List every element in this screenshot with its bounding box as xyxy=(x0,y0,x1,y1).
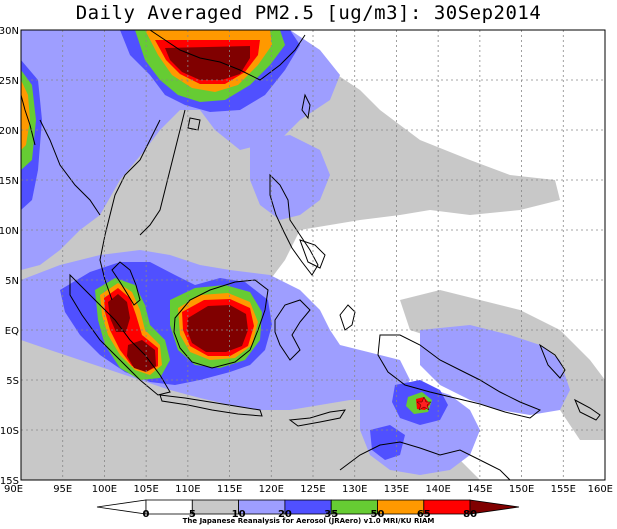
coastlines xyxy=(21,30,601,480)
coast-philippines-south xyxy=(299,239,326,269)
coast-bismarck xyxy=(538,343,566,379)
lon-label: 115E xyxy=(217,484,242,495)
lat-label: 15N xyxy=(0,176,19,187)
lon-label: 105E xyxy=(133,484,158,495)
coast-taiwan xyxy=(301,93,311,120)
lat-label: 5N xyxy=(5,276,19,287)
lat-label: 25N xyxy=(0,76,19,87)
coast-solomon xyxy=(574,398,601,421)
colorbar-label: 10 xyxy=(232,509,246,520)
coast-java xyxy=(159,394,263,417)
colorbar-label: 80 xyxy=(463,509,477,520)
red-star-icon xyxy=(416,396,432,411)
lon-label: 120E xyxy=(259,484,284,495)
coast-halmahera xyxy=(339,304,356,331)
pm25-darkred-china xyxy=(165,46,250,80)
colorbar-cell xyxy=(145,499,193,515)
lon-label: 145E xyxy=(467,484,492,495)
coast-china xyxy=(149,30,306,81)
credit-text: The Japanese Reanalysis for Aerosol (JRA… xyxy=(182,517,435,525)
lat-label: 10N xyxy=(0,226,19,237)
lat-label: 20N xyxy=(0,126,19,137)
coast-sumatra xyxy=(69,273,171,396)
coast-burma xyxy=(39,119,101,216)
colorbar-label: 50 xyxy=(371,509,385,520)
colorbar: 0 5 10 20 35 50 65 80 xyxy=(96,499,520,520)
coast-malaysia xyxy=(111,261,141,306)
lon-label: 100E xyxy=(92,484,117,495)
lon-label: 150E xyxy=(509,484,534,495)
pm25-orange-nw xyxy=(21,80,30,150)
colorbar-label: 5 xyxy=(189,509,196,520)
lon-label: 125E xyxy=(300,484,325,495)
pm25-darkred-borneo xyxy=(187,305,248,352)
lon-label: 110E xyxy=(175,484,200,495)
lon-label: 130E xyxy=(342,484,367,495)
coast-newguinea xyxy=(377,334,541,419)
pm25-darkred-sumatra-north xyxy=(108,294,130,332)
lon-label: 160E xyxy=(588,484,613,495)
colorbar-label: 35 xyxy=(324,509,338,520)
map-title: Daily Averaged PM2.5 [ug/m3]: 30Sep2014 xyxy=(75,2,542,24)
colorbar-right-arrow xyxy=(469,499,520,515)
coast-sulawesi xyxy=(274,299,311,361)
pm25-darkred-sumatra-south xyxy=(127,340,156,372)
coast-philippines xyxy=(269,173,319,276)
colorbar-label: 0 xyxy=(143,509,150,520)
colorbar-label: 20 xyxy=(278,509,292,520)
colorbar-label: 65 xyxy=(417,509,431,520)
lat-label: 10S xyxy=(0,426,19,437)
lat-label: 30N xyxy=(0,26,19,37)
lon-label: 90E xyxy=(4,484,23,495)
colorbar-left-arrow xyxy=(96,499,147,515)
pm25-lightblue-mid xyxy=(250,135,330,220)
lat-label: 15S xyxy=(0,476,19,487)
pm25-lightblue-east xyxy=(420,325,570,415)
coast-india-east xyxy=(21,94,36,146)
lon-label: 95E xyxy=(53,484,72,495)
lon-label: 140E xyxy=(425,484,450,495)
grid-lines xyxy=(21,30,605,480)
coast-australia xyxy=(339,441,511,480)
lat-label: 5S xyxy=(6,376,19,387)
lat-label: EQ xyxy=(5,326,19,337)
lon-label: 155E xyxy=(551,484,576,495)
lon-labels: 90E 95E 100E 105E 110E 115E 120E 125E 130E 135E 14… xyxy=(4,484,613,495)
lon-label: 135E xyxy=(384,484,409,495)
coast-indochina xyxy=(99,119,161,301)
map-frame xyxy=(20,29,606,481)
lat-labels: 30N 25N 20N 15N 10N 5N EQ 5S 10S 15S xyxy=(0,26,19,487)
